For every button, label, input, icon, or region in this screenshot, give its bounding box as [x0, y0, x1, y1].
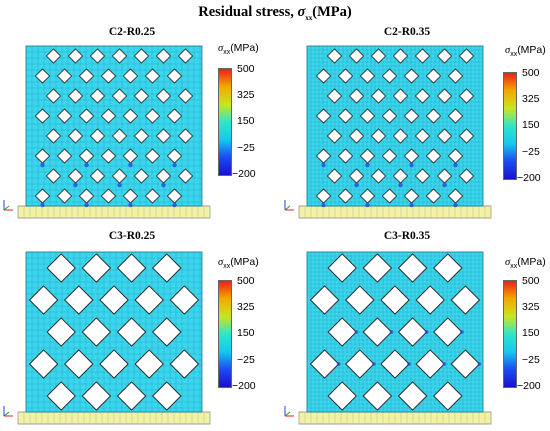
colorbar-title: σxx(MPa)	[505, 44, 546, 59]
colorbar-title: σxx(MPa)	[218, 256, 259, 271]
colorbar-tick: 150	[522, 327, 540, 339]
colorbar-tick: 325	[522, 301, 540, 313]
colorbar-title: σxx(MPa)	[218, 42, 259, 57]
mesh-model	[3, 251, 211, 425]
colorbar-tick: 500	[522, 67, 540, 79]
mesh-model	[3, 45, 211, 219]
panel-title: C2-R0.35	[383, 26, 431, 38]
colorbar-tick: 325	[237, 301, 255, 313]
colorbar-tick: −200	[517, 172, 541, 184]
panel-c2-r035: C2-R0.35 σxx(MPa) 500 325 150 −25 −200	[275, 26, 550, 231]
colorbar-tick: 150	[522, 119, 540, 131]
mesh-model	[284, 45, 492, 219]
colorbar-tick: 325	[237, 89, 255, 101]
colorbar-tick: −200	[232, 380, 256, 392]
colorbar-tick: −25	[522, 146, 540, 158]
figure-title: Residual stress, σxx(MPa)	[198, 4, 352, 22]
panel-c3-r025: C3-R0.25 σxx(MPa) 500 325 150 −25 −200	[0, 226, 275, 431]
colorbar-tick: −200	[232, 168, 256, 180]
panel-c3-r035: C3-R0.35 σxx(MPa) 500 325 150 −25 −200	[275, 226, 550, 431]
colorbar	[503, 280, 517, 388]
colorbar-tick: −25	[237, 142, 255, 154]
colorbar-tick: 150	[237, 115, 255, 127]
colorbar-tick: −200	[517, 380, 541, 392]
colorbar-tick: −25	[237, 354, 255, 366]
panel-title: C3-R0.35	[383, 230, 431, 242]
colorbar-tick: 500	[237, 63, 255, 75]
mesh-model	[284, 251, 492, 425]
colorbar-tick: 325	[522, 93, 540, 105]
panel-title: C3-R0.25	[108, 230, 156, 242]
colorbar-tick: 500	[237, 275, 255, 287]
colorbar-tick: 150	[237, 327, 255, 339]
colorbar-title: σxx(MPa)	[505, 256, 546, 271]
colorbar-tick: −25	[522, 354, 540, 366]
colorbar	[218, 68, 232, 176]
panel-title: C2-R0.25	[108, 26, 156, 38]
panel-c2-r025: C2-R0.25 σxx(MPa) 500 325 150 −25 −200	[0, 26, 275, 231]
colorbar-tick: 500	[522, 275, 540, 287]
colorbar	[218, 280, 232, 388]
colorbar	[503, 72, 517, 180]
